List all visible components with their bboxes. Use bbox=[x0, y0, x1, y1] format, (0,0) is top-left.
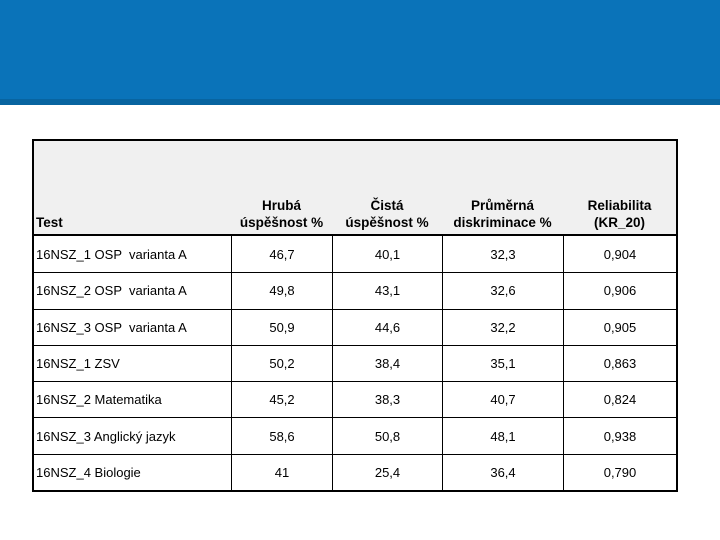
table-body: 16NSZ_1 OSP varianta A 46,7 40,1 32,3 0,… bbox=[34, 236, 676, 490]
table-row: 16NSZ_4 Biologie 41 25,4 36,4 0,790 bbox=[34, 453, 676, 490]
cista-uspesnost-cell: 40,1 bbox=[332, 236, 442, 273]
test-name-cell: 16NSZ_1 OSP varianta A bbox=[36, 246, 187, 262]
hruba-uspesnost-cell: 45,2 bbox=[231, 382, 332, 418]
hruba-uspesnost-cell: 50,2 bbox=[231, 345, 332, 382]
prumerna-diskriminace-cell: 35,1 bbox=[442, 345, 563, 382]
header-line: úspěšnost % bbox=[345, 215, 429, 230]
column-header-cista-uspesnost: Čistá úspěšnost % bbox=[332, 141, 442, 234]
test-name-cell: 16NSZ_4 Biologie bbox=[36, 464, 141, 480]
reliabilita-cell: 0,790 bbox=[563, 454, 676, 490]
slide-title-band bbox=[0, 0, 720, 105]
test-name-cell: 16NSZ_3 OSP varianta A bbox=[36, 319, 187, 335]
column-header-hruba-uspesnost: Hrubá úspěšnost % bbox=[231, 141, 332, 234]
reliabilita-cell: 0,938 bbox=[563, 418, 676, 454]
reliabilita-cell: 0,904 bbox=[563, 236, 676, 273]
column-header-reliabilita: Reliabilita (KR_20) bbox=[563, 141, 676, 234]
column-header-prumerna-diskriminace: Průměrná diskriminace % bbox=[442, 141, 563, 234]
prumerna-diskriminace-cell: 32,3 bbox=[442, 236, 563, 273]
header-line: Reliabilita bbox=[587, 198, 652, 213]
hruba-uspesnost-cell: 49,8 bbox=[231, 273, 332, 309]
table-row: 16NSZ_1 OSP varianta A 46,7 40,1 32,3 0,… bbox=[34, 236, 676, 273]
reliabilita-cell: 0,905 bbox=[563, 309, 676, 345]
reliabilita-cell: 0,863 bbox=[563, 345, 676, 382]
cista-uspesnost-cell: 25,4 bbox=[332, 454, 442, 490]
cista-uspesnost-cell: 38,3 bbox=[332, 382, 442, 418]
header-line: Průměrná bbox=[470, 198, 535, 213]
prumerna-diskriminace-cell: 40,7 bbox=[442, 382, 563, 418]
slide-title-band-edge bbox=[0, 99, 720, 105]
table-row: 16NSZ_3 Anglický jazyk 58,6 50,8 48,1 0,… bbox=[34, 417, 676, 454]
test-name-cell: 16NSZ_2 Matematika bbox=[36, 392, 162, 408]
cista-uspesnost-cell: 43,1 bbox=[332, 273, 442, 309]
column-header-test-label: Test bbox=[36, 215, 63, 230]
prumerna-diskriminace-cell: 48,1 bbox=[442, 418, 563, 454]
test-name-cell: 16NSZ_3 Anglický jazyk bbox=[36, 428, 176, 444]
hruba-uspesnost-cell: 46,7 bbox=[231, 236, 332, 273]
header-line: (KR_20) bbox=[593, 215, 645, 230]
hruba-uspesnost-cell: 50,9 bbox=[231, 309, 332, 345]
hruba-uspesnost-cell: 41 bbox=[231, 454, 332, 490]
prumerna-diskriminace-cell: 32,2 bbox=[442, 309, 563, 345]
cista-uspesnost-cell: 50,8 bbox=[332, 418, 442, 454]
header-line: Hrubá bbox=[261, 198, 301, 213]
reliabilita-cell: 0,824 bbox=[563, 382, 676, 418]
test-name-cell: 16NSZ_2 OSP varianta A bbox=[36, 283, 187, 299]
header-line: úspěšnost % bbox=[239, 215, 324, 230]
table-row: 16NSZ_3 OSP varianta A 50,9 44,6 32,2 0,… bbox=[34, 308, 676, 345]
prumerna-diskriminace-cell: 32,6 bbox=[442, 273, 563, 309]
table-row: 16NSZ_2 OSP varianta A 49,8 43,1 32,6 0,… bbox=[34, 272, 676, 309]
hruba-uspesnost-cell: 58,6 bbox=[231, 418, 332, 454]
column-header-test: Test bbox=[34, 141, 231, 234]
prumerna-diskriminace-cell: 36,4 bbox=[442, 454, 563, 490]
test-name-cell: 16NSZ_1 ZSV bbox=[36, 355, 120, 371]
header-line: Čistá bbox=[370, 198, 404, 213]
table-row: 16NSZ_1 ZSV 50,2 38,4 35,1 0,863 bbox=[34, 344, 676, 382]
cista-uspesnost-cell: 44,6 bbox=[332, 309, 442, 345]
cista-uspesnost-cell: 38,4 bbox=[332, 345, 442, 382]
table-row: 16NSZ_2 Matematika 45,2 38,3 40,7 0,824 bbox=[34, 381, 676, 418]
header-line: diskriminace % bbox=[453, 215, 552, 230]
reliabilita-cell: 0,906 bbox=[563, 273, 676, 309]
table-header-row: Test Hrubá úspěšnost % Čistá úspěšnost %… bbox=[34, 141, 676, 236]
results-table: Test Hrubá úspěšnost % Čistá úspěšnost %… bbox=[32, 139, 678, 492]
